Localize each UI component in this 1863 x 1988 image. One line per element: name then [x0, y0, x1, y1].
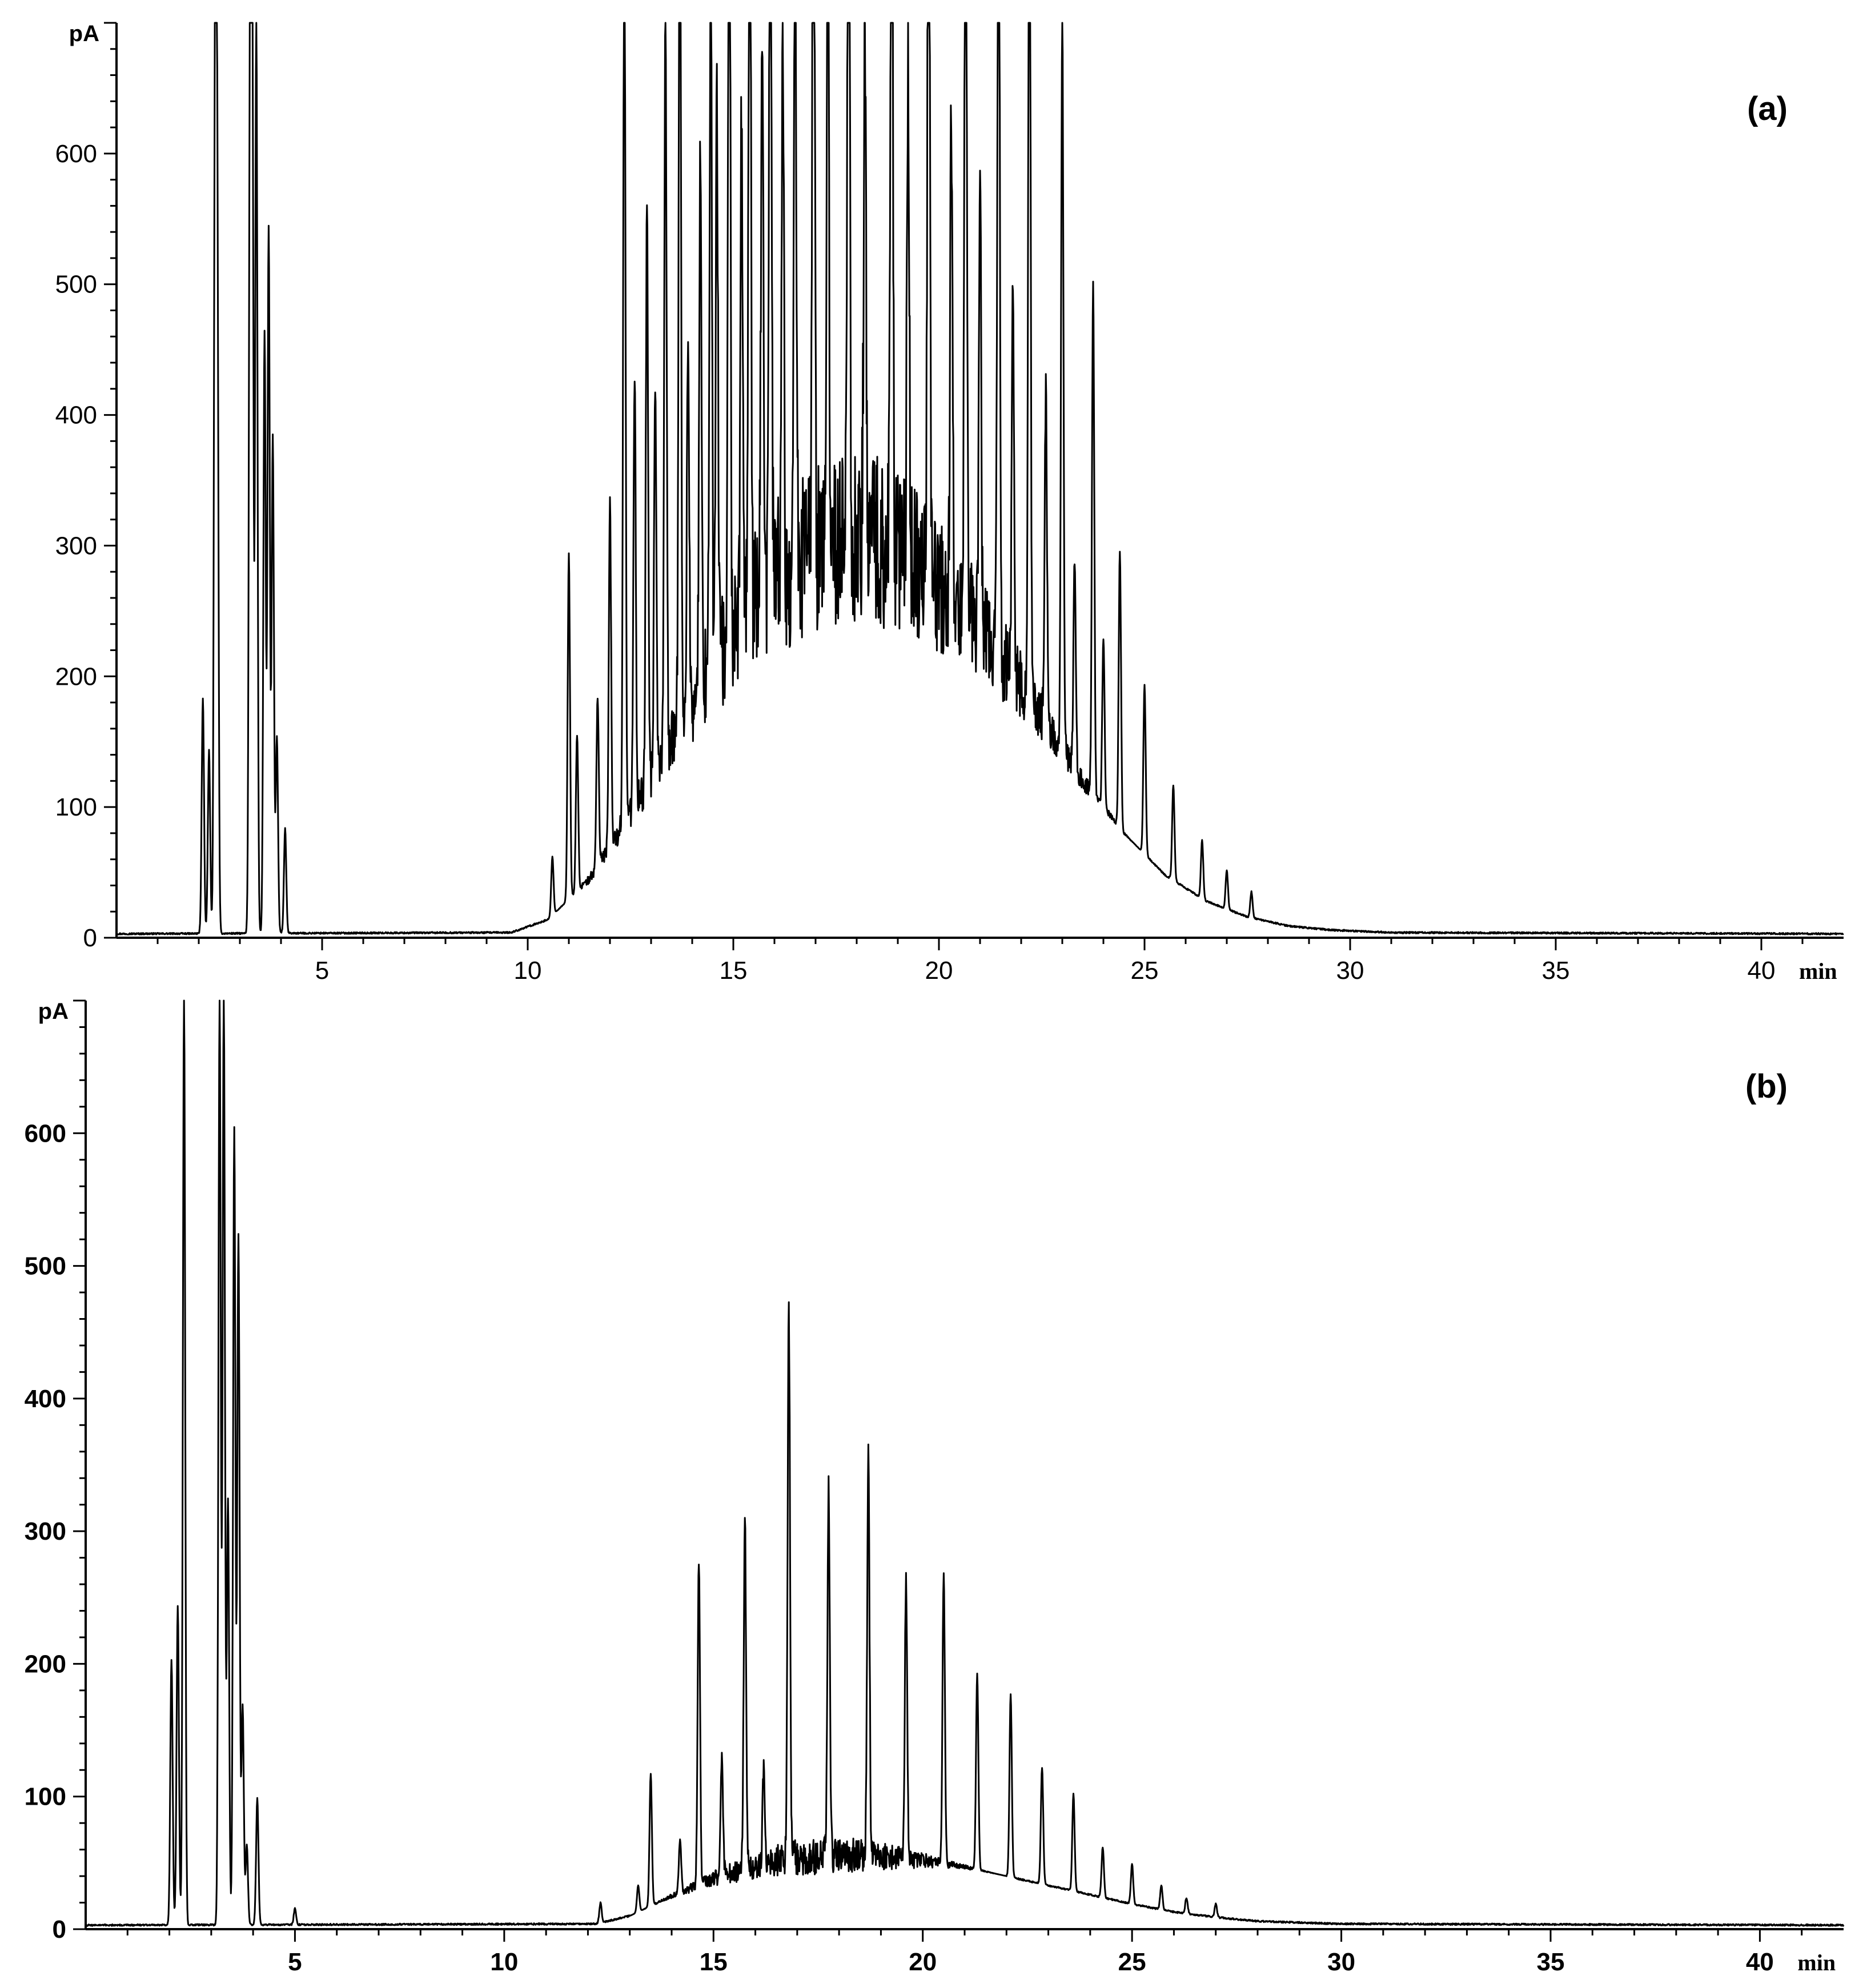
x-tick-label: 40 — [1748, 957, 1776, 985]
x-tick-label: 20 — [925, 957, 953, 985]
y-tick-label: 0 — [83, 924, 97, 952]
y-tick-label: 500 — [55, 271, 97, 299]
y-tick-label: 100 — [55, 793, 97, 821]
x-ticks-a: 5 10 15 20 25 30 35 40 — [156, 938, 1804, 985]
x-tick-label: 35 — [1542, 957, 1570, 985]
x-tick-label: 35 — [1537, 1948, 1565, 1976]
x-ticks-b: 5 10 15 20 25 30 35 40 — [126, 1929, 1803, 1976]
x-tick-label: 5 — [315, 957, 329, 985]
chromatogram-trace-a — [116, 22, 1844, 935]
y-tick-label: 600 — [25, 1119, 66, 1147]
y-tick-label: 0 — [53, 1915, 66, 1943]
y-axis-unit-label-a: pA — [69, 21, 99, 46]
y-tick-label: 400 — [55, 401, 97, 429]
y-tick-label: 600 — [55, 140, 97, 168]
y-tick-label: 200 — [25, 1650, 66, 1678]
y-axis-unit-label-b: pA — [38, 999, 69, 1024]
x-tick-label: 15 — [720, 957, 748, 985]
y-ticks-a: 0 100 200 300 400 500 600 — [55, 22, 117, 952]
chromatogram-trace-b — [85, 999, 1845, 1927]
x-tick-label: 25 — [1118, 1948, 1146, 1976]
y-tick-label: 300 — [55, 532, 97, 560]
y-ticks-b: 0 100 200 300 400 500 600 — [25, 999, 86, 1943]
x-axis-unit-label-a: min — [1799, 958, 1837, 984]
x-tick-label: 15 — [700, 1948, 728, 1976]
x-tick-label: 40 — [1746, 1948, 1774, 1976]
x-tick-label: 10 — [490, 1948, 518, 1976]
x-tick-label: 20 — [909, 1948, 937, 1976]
x-tick-label: 30 — [1327, 1948, 1355, 1976]
chromatogram-panel-b: 0 100 200 300 400 500 600 5 10 15 20 25 30 35 40 pA m… — [25, 999, 1845, 1976]
x-tick-label: 10 — [514, 957, 542, 985]
y-tick-label: 300 — [25, 1517, 66, 1545]
y-tick-label: 400 — [25, 1385, 66, 1413]
y-tick-label: 500 — [25, 1252, 66, 1280]
x-tick-label: 30 — [1336, 957, 1364, 985]
panel-label-b: (b) — [1745, 1068, 1788, 1105]
x-tick-label: 5 — [288, 1948, 302, 1976]
x-axis-unit-label-b: min — [1797, 1950, 1836, 1975]
y-tick-label: 100 — [25, 1783, 66, 1811]
y-tick-label: 200 — [55, 662, 97, 690]
chromatogram-panel-a: 0 100 200 300 400 500 600 5 10 15 20 25 30 35 40 pA m… — [55, 21, 1844, 985]
x-tick-label: 25 — [1131, 957, 1159, 985]
panel-label-a: (a) — [1747, 90, 1788, 127]
